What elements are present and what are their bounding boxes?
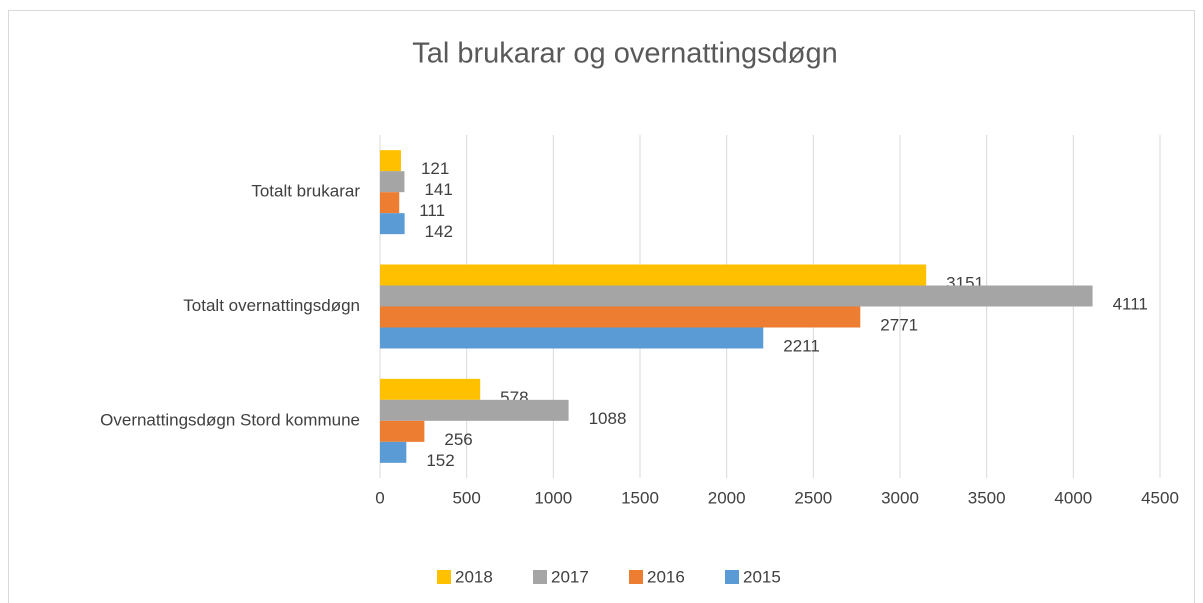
bar [380, 399, 569, 421]
legend-swatch [629, 570, 643, 584]
x-tick-label: 3500 [968, 488, 1006, 507]
x-tick-label: 4000 [1054, 488, 1092, 507]
data-label: 2211 [783, 336, 820, 355]
bar [380, 150, 401, 172]
legend-swatch [437, 570, 451, 584]
y-tick-label: Overnattingsdøgn Stord kommune [100, 410, 360, 429]
y-tick-label: Totalt overnattingsdøgn [183, 296, 360, 315]
data-label: 141 [424, 180, 452, 199]
data-label: 152 [426, 451, 454, 470]
x-tick-label: 500 [452, 488, 480, 507]
x-tick-label: 1500 [621, 488, 659, 507]
data-label: 2771 [880, 315, 918, 334]
bar [380, 264, 927, 286]
bar [380, 378, 481, 400]
legend-label: 2015 [743, 567, 781, 586]
chart-title: Tal brukarar og overnattingsdøgn [412, 38, 838, 70]
x-tick-label: 0 [375, 488, 384, 507]
legend-swatch [533, 570, 547, 584]
data-label: 121 [421, 159, 449, 178]
x-tick-label: 3000 [881, 488, 919, 507]
bar [380, 171, 405, 193]
x-tick-label: 2000 [708, 488, 746, 507]
legend-label: 2017 [551, 567, 589, 586]
legend-label: 2016 [647, 567, 685, 586]
bar [380, 441, 407, 463]
data-label: 256 [444, 430, 472, 449]
x-tick-label: 4500 [1141, 488, 1179, 507]
legend-label: 2018 [455, 567, 493, 586]
x-tick-label: 2500 [794, 488, 832, 507]
data-label: 4111 [1113, 294, 1148, 313]
data-label: 142 [425, 222, 453, 241]
y-tick-label: Totalt brukarar [251, 182, 360, 201]
x-tick-label: 1000 [534, 488, 572, 507]
bar [380, 192, 400, 214]
bar [380, 327, 764, 349]
bar [380, 285, 1093, 307]
data-label: 1088 [589, 409, 627, 428]
legend-swatch [725, 570, 739, 584]
bar [380, 306, 861, 328]
bar [380, 420, 425, 442]
data-label: 111 [419, 201, 445, 220]
bar [380, 213, 405, 235]
